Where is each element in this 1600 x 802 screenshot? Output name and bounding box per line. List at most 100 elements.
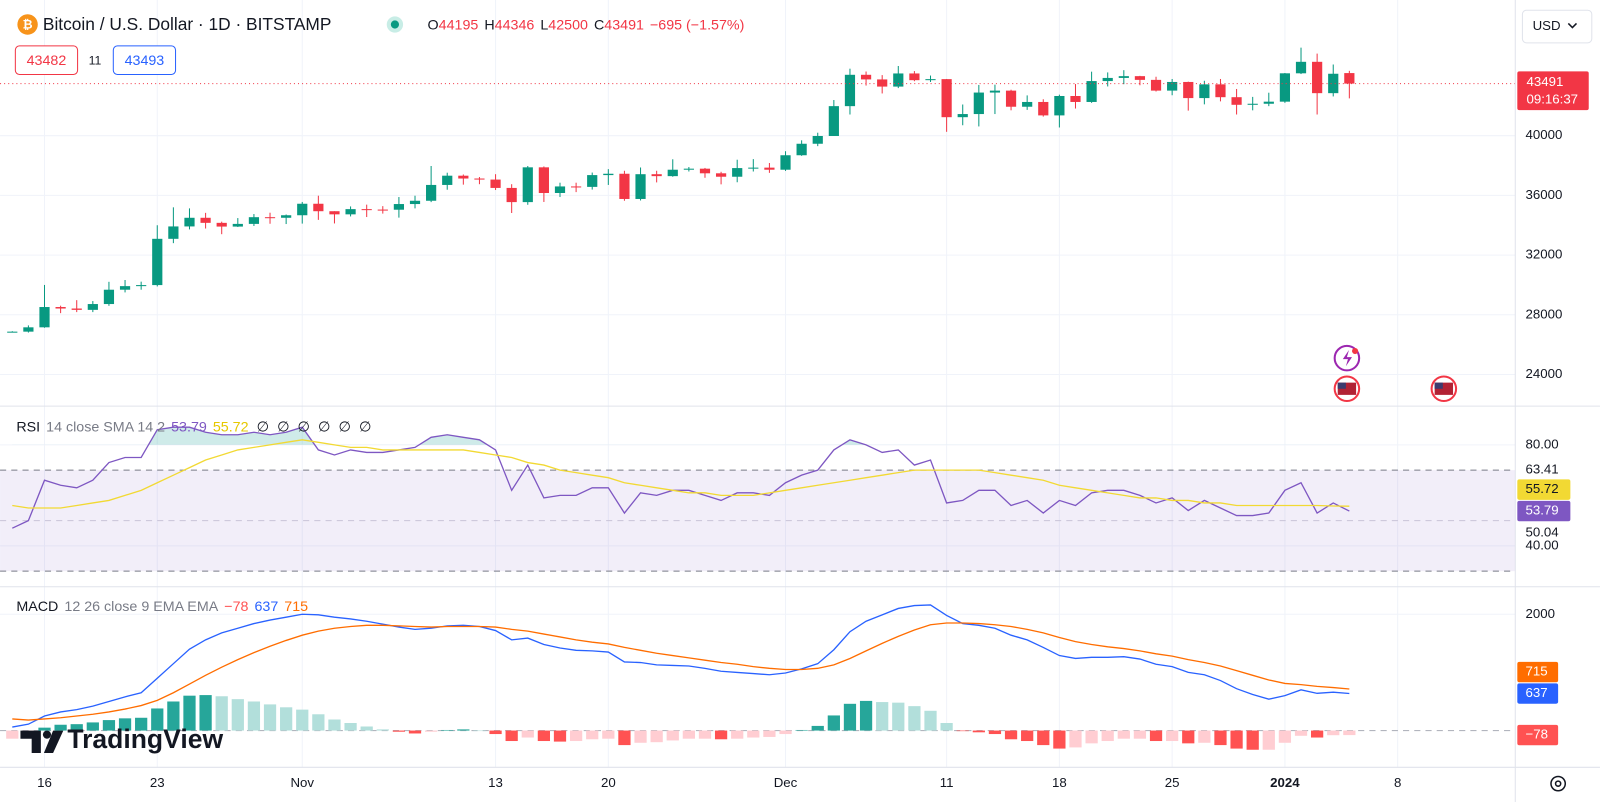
x-tick-label: Dec [774, 775, 798, 790]
candle-body [877, 79, 888, 87]
candle-body [748, 167, 759, 169]
y-tick-label: 40.00 [1525, 537, 1558, 552]
rsi-value: 53.79 [171, 419, 207, 435]
histogram-bar [1214, 730, 1227, 746]
candle-body [184, 217, 195, 227]
ask-price[interactable]: 43493 [125, 53, 165, 69]
x-tick-label: Nov [290, 775, 314, 790]
histogram-bar [537, 730, 551, 742]
candle-body [780, 155, 791, 170]
y-tick-label: 36000 [1525, 187, 1562, 202]
candle-body [1086, 81, 1097, 102]
last-price-label: 43491 [1526, 74, 1563, 89]
flag-canton [1337, 382, 1346, 389]
ohlc-letter: O [428, 17, 439, 33]
histogram-bar [54, 724, 67, 731]
candle-body [1150, 79, 1162, 91]
histogram-bar [876, 702, 889, 731]
candle-body [1231, 97, 1242, 105]
candle-body [264, 217, 276, 219]
candle-body [844, 74, 856, 107]
histogram-bar [1230, 730, 1243, 749]
logo-part [20, 730, 41, 754]
logo-part [42, 730, 52, 739]
x-tick-label: 11 [940, 775, 954, 790]
candle-body [925, 79, 936, 81]
candle-body [136, 285, 147, 287]
histogram-bar [779, 730, 792, 735]
logo-part [43, 730, 64, 754]
histogram-bar [102, 720, 116, 731]
candle-body [603, 173, 614, 176]
candle-body [1070, 95, 1081, 102]
histogram-bar [360, 726, 373, 731]
histogram-bar [1262, 730, 1275, 750]
last-price-box [1517, 71, 1589, 111]
candle-body [345, 209, 356, 215]
currency-button[interactable] [1521, 9, 1593, 44]
sell-button[interactable] [14, 45, 79, 75]
candle-body [409, 200, 421, 205]
histogram-bar [1166, 730, 1179, 742]
histogram-bar [553, 730, 567, 742]
candle-body [619, 173, 630, 199]
histogram-bar [956, 730, 969, 732]
candle-body [522, 167, 533, 203]
histogram-bar [940, 723, 953, 731]
countdown: 09:16:37 [1526, 91, 1578, 106]
placeholder: ∅ [298, 419, 310, 435]
candle-body [361, 209, 372, 211]
histogram-bar [731, 730, 744, 739]
histogram-bar [441, 729, 454, 731]
bid-price[interactable]: 43482 [27, 53, 67, 69]
histogram-value: −78 [224, 599, 248, 615]
histogram-bar [215, 696, 228, 731]
histogram-bar [1182, 730, 1195, 744]
histogram-bar [618, 730, 631, 746]
candle-body [1247, 103, 1258, 105]
ohlc-letter: H [484, 17, 494, 33]
macd-value: 637 [254, 599, 278, 615]
histogram-bar [280, 707, 293, 731]
histogram-bar [988, 730, 1002, 735]
candle-body [87, 304, 98, 310]
ohlc-letter: L [540, 17, 548, 33]
histogram-bar [908, 706, 921, 731]
histogram-bar [344, 723, 357, 731]
histogram-bar [1037, 730, 1050, 746]
histogram-bar [811, 725, 824, 731]
placeholder: ∅ [318, 419, 330, 435]
placeholder: ∅ [339, 419, 351, 435]
buy-button[interactable] [112, 45, 177, 75]
candle-body [973, 92, 984, 115]
histogram-label: −78 [1525, 727, 1547, 742]
coin-icon [17, 14, 38, 35]
histogram-bar [38, 727, 51, 731]
histogram-bar [521, 730, 534, 738]
ohlc-value: 44195 [439, 17, 479, 33]
candle-body [1183, 81, 1194, 99]
last-value-box [1517, 479, 1571, 500]
candle-body [1263, 101, 1274, 104]
signal-value: 715 [284, 599, 308, 615]
candle-body [893, 73, 904, 87]
candle-body [715, 173, 727, 177]
grid [0, 0, 1516, 768]
candle-body [1038, 101, 1049, 116]
histogram-bar [1133, 730, 1147, 739]
rsi-legend: RSI 14 close SMA 14 2 53.79 55.72 ∅ ∅ ∅ … [16, 419, 371, 435]
overbought-fill [148, 427, 867, 445]
candle-body [1312, 61, 1323, 94]
x-tick-label: 2024 [1270, 775, 1300, 790]
settings-icon[interactable] [1550, 775, 1567, 792]
candle-body [297, 203, 308, 216]
candle-body [651, 174, 662, 177]
macd-title: MACD [16, 599, 58, 615]
x-tick-label: 16 [37, 775, 52, 790]
candle-body [1295, 61, 1307, 74]
candle-body [1118, 76, 1129, 78]
coin-icon-glyph: ₿ [23, 18, 33, 32]
histogram-bar [682, 730, 695, 739]
currency-label[interactable]: USD [1533, 18, 1561, 33]
